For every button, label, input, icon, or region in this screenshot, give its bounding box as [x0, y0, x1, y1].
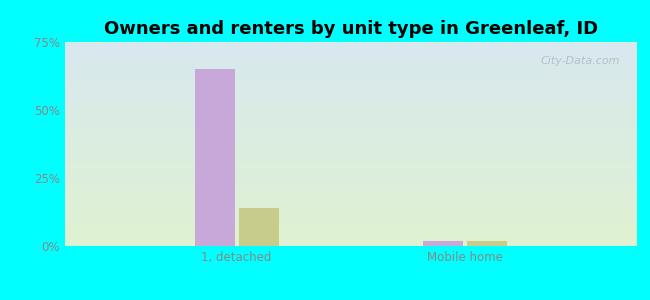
- Bar: [239, 208, 279, 246]
- Text: City-Data.com: City-Data.com: [540, 56, 620, 66]
- Title: Owners and renters by unit type in Greenleaf, ID: Owners and renters by unit type in Green…: [104, 20, 598, 38]
- Legend: Owner occupied units, Renter occupied units: Owner occupied units, Renter occupied un…: [188, 297, 514, 300]
- Bar: [423, 241, 463, 246]
- Bar: [194, 69, 235, 246]
- Bar: [467, 241, 508, 246]
